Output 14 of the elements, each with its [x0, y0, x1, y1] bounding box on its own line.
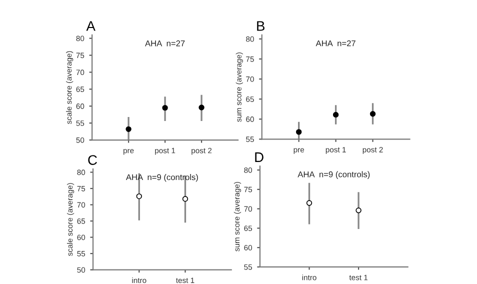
- chart-title: D: [255, 152, 264, 162]
- point: [198, 104, 204, 110]
- chart-title: B: [257, 21, 264, 31]
- text: AHA n=9 (controls): [126, 174, 198, 182]
- point: [126, 126, 132, 132]
- text: AHA n=9 (controls): [298, 171, 370, 179]
- point: [332, 112, 339, 118]
- chart-title: A: [86, 21, 96, 31]
- point: [162, 104, 168, 111]
- chart-title: C: [88, 155, 97, 165]
- text: AHA n=27: [316, 40, 356, 46]
- text: AHA n=27: [145, 40, 185, 46]
- point: [296, 129, 302, 135]
- point: [370, 111, 376, 117]
